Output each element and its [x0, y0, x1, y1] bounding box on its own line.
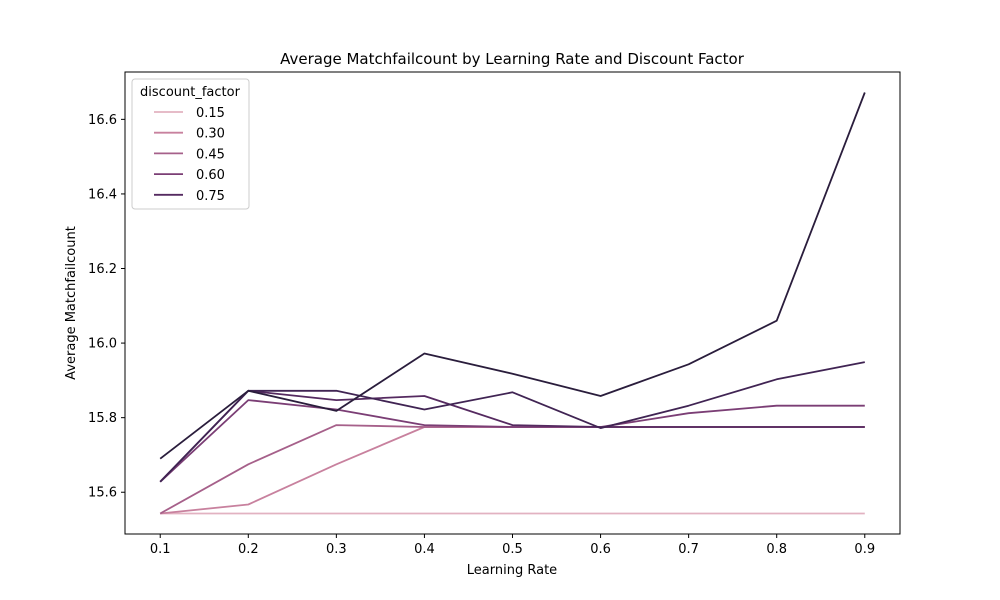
- x-tick-label: 0.9: [854, 542, 875, 557]
- series-line-1: [160, 426, 865, 515]
- y-tick-label: 15.8: [88, 411, 117, 426]
- x-tick-label: 0.8: [766, 542, 787, 557]
- y-tick-label: 16.4: [88, 187, 117, 202]
- legend-label: 0.60: [196, 168, 225, 183]
- series-line-3: [159, 399, 865, 483]
- legend-label: 0.30: [196, 127, 225, 142]
- y-tick-label: 16.2: [88, 262, 117, 277]
- x-tick-label: 0.2: [238, 542, 259, 557]
- series-line-6: [159, 92, 866, 460]
- x-tick-label: 0.3: [326, 542, 347, 557]
- series-line-2: [159, 424, 865, 515]
- chart-title: Average Matchfailcount by Learning Rate …: [280, 50, 745, 68]
- legend: discount_factor 0.15 0.30 0.45 0.60 0.75: [131, 78, 250, 210]
- series-line-5: [159, 361, 865, 483]
- y-tick-label: 16.0: [88, 337, 117, 352]
- x-axis-ticks: 0.1 0.2 0.3 0.4 0.5 0.6 0.7 0.8 0.9: [150, 534, 875, 557]
- legend-label: 0.45: [196, 147, 225, 162]
- x-axis-label: Learning Rate: [467, 563, 557, 578]
- series-line-4: [159, 389, 865, 483]
- legend-title: discount_factor: [140, 85, 241, 100]
- x-tick-label: 0.5: [502, 542, 523, 557]
- x-tick-label: 0.4: [414, 542, 435, 557]
- y-axis-label: Average Matchfailcount: [64, 226, 79, 380]
- x-tick-label: 0.6: [590, 542, 611, 557]
- y-axis-ticks: 15.6 15.8 16.0 16.2 16.4 16.6: [88, 113, 125, 501]
- legend-label: 0.15: [196, 106, 225, 121]
- x-tick-label: 0.1: [150, 542, 171, 557]
- y-tick-label: 15.6: [88, 486, 117, 501]
- x-tick-label: 0.7: [678, 542, 699, 557]
- y-tick-label: 16.6: [88, 113, 117, 128]
- plot-area: [124, 71, 901, 535]
- legend-label: 0.75: [196, 189, 225, 204]
